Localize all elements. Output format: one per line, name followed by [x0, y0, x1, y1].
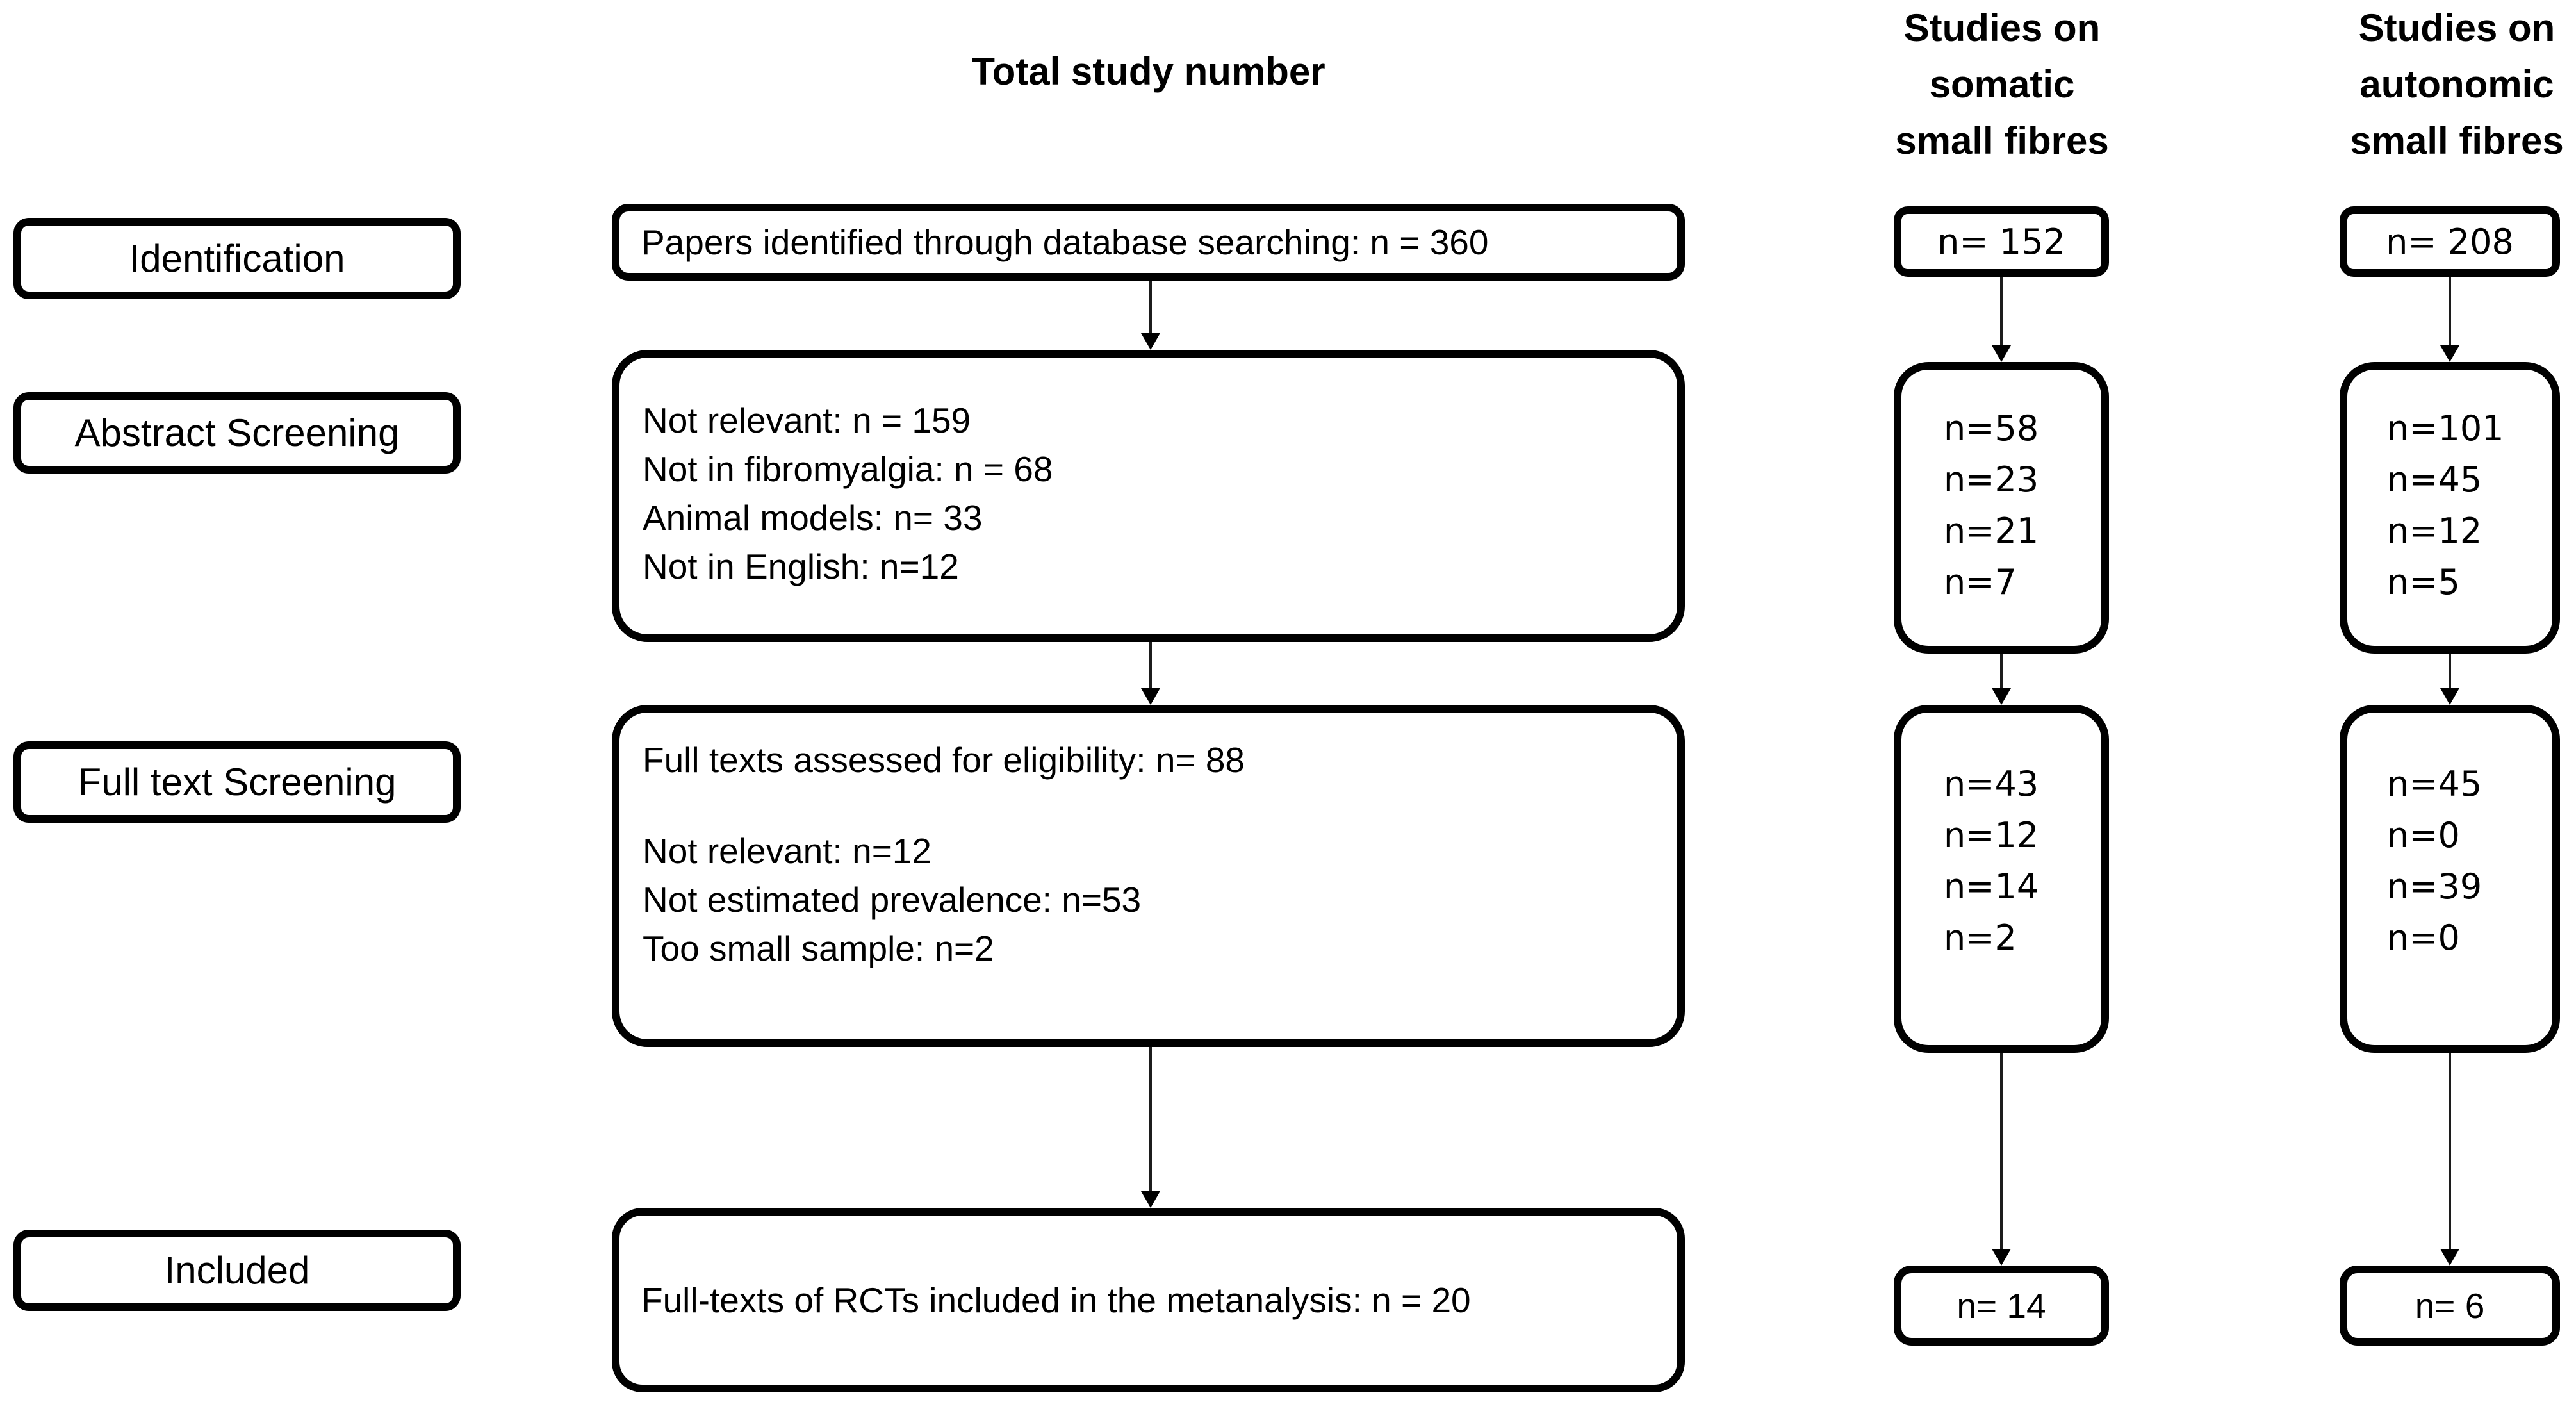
- count-line: n=45: [2387, 764, 2482, 804]
- flow-arrow-somatic-3: [1991, 1053, 2012, 1266]
- column-header-total: Total study number: [971, 50, 1325, 93]
- arrow-shaft: [1149, 1047, 1152, 1195]
- flow-arrow-somatic-2: [1991, 654, 2012, 705]
- flow-arrow-autonomic-3: [2440, 1053, 2460, 1266]
- header-line: autonomic: [2359, 63, 2554, 106]
- arrowhead-icon: [1992, 688, 2011, 705]
- arrowhead-icon: [1141, 333, 1160, 350]
- arrow-shaft: [2000, 1053, 2003, 1253]
- count-line: n=39: [2387, 866, 2482, 907]
- total-full-text-screening-box: Full texts assessed for eligibility: n= …: [612, 705, 1685, 1047]
- arrow-shaft: [2449, 1053, 2451, 1253]
- box-text: Full-texts of RCTs included in the metan…: [641, 1280, 1471, 1320]
- stage-label-identification: Identification: [13, 218, 461, 299]
- count-line: n=12: [2387, 511, 2482, 551]
- arrow-shaft: [2000, 654, 2003, 692]
- flow-arrow-total-2: [1140, 642, 1161, 705]
- header-line: small fibres: [2350, 119, 2564, 162]
- column-header-somatic: Studies on somatic small fibres: [1851, 0, 2153, 169]
- count-line: n=23: [1944, 459, 2039, 500]
- total-abstract-screening-box: Not relevant: n = 159 Not in fibromyalgi…: [612, 350, 1685, 642]
- total-identification-box: Papers identified through database searc…: [612, 204, 1685, 281]
- column-header-autonomic: Studies on autonomic small fibres: [2306, 0, 2576, 169]
- exclusion-line: Animal models: n= 33: [643, 498, 983, 538]
- assessed-line: Full texts assessed for eligibility: n= …: [643, 740, 1245, 780]
- somatic-identification-box: n= 152: [1894, 206, 2109, 277]
- exclusion-line: Not in English: n=12: [643, 547, 959, 586]
- autonomic-included-box: n= 6: [2340, 1266, 2560, 1346]
- somatic-included-box: n= 14: [1894, 1266, 2109, 1346]
- arrowhead-icon: [2440, 1249, 2459, 1266]
- arrowhead-icon: [2440, 345, 2459, 362]
- count-line: n=5: [2387, 562, 2460, 602]
- count-line: n=14: [1944, 866, 2039, 907]
- header-line: small fibres: [1895, 119, 2109, 162]
- arrow-shaft: [1149, 642, 1152, 692]
- stage-label-abstract-screening: Abstract Screening: [13, 392, 461, 474]
- arrow-shaft: [1149, 281, 1152, 337]
- exclusion-line: Not estimated prevalence: n=53: [643, 880, 1142, 920]
- exclusion-line: Too small sample: n=2: [643, 928, 994, 968]
- total-included-box: Full-texts of RCTs included in the metan…: [612, 1208, 1685, 1392]
- flow-arrow-autonomic-2: [2440, 654, 2460, 705]
- count-line: n=12: [1944, 815, 2039, 855]
- arrow-shaft: [2000, 277, 2003, 349]
- arrowhead-icon: [1141, 1191, 1160, 1208]
- somatic-abstract-screening-box: n=58 n=23 n=21 n=7: [1894, 362, 2109, 654]
- flow-arrow-somatic-1: [1991, 277, 2012, 362]
- flow-arrow-autonomic-1: [2440, 277, 2460, 362]
- count-line: n=0: [2387, 918, 2460, 958]
- autonomic-identification-box: n= 208: [2340, 206, 2560, 277]
- arrow-shaft: [2449, 277, 2451, 349]
- arrowhead-icon: [2440, 688, 2459, 705]
- count-line: n=21: [1944, 511, 2039, 551]
- count-line: n=43: [1944, 764, 2039, 804]
- count-line: n=58: [1944, 408, 2039, 449]
- header-line: Studies on: [1903, 6, 2101, 49]
- arrowhead-icon: [1992, 345, 2011, 362]
- somatic-full-text-screening-box: n=43 n=12 n=14 n=2: [1894, 705, 2109, 1053]
- exclusion-line: Not in fibromyalgia: n = 68: [643, 449, 1053, 489]
- arrowhead-icon: [1141, 688, 1160, 705]
- exclusion-line: Not relevant: n = 159: [643, 400, 971, 440]
- flow-arrow-total-1: [1140, 281, 1161, 350]
- header-line: Studies on: [2358, 6, 2555, 49]
- flow-arrow-total-3: [1140, 1047, 1161, 1208]
- count-line: n=7: [1944, 562, 2017, 602]
- arrow-shaft: [2449, 654, 2451, 692]
- stage-label-full-text-screening: Full text Screening: [13, 741, 461, 823]
- count-line: n=101: [2387, 408, 2504, 449]
- arrowhead-icon: [1992, 1249, 2011, 1266]
- stage-label-included: Included: [13, 1230, 461, 1311]
- count-line: n=0: [2387, 815, 2460, 855]
- autonomic-abstract-screening-box: n=101 n=45 n=12 n=5: [2340, 362, 2560, 654]
- line-spacer: [643, 784, 1658, 827]
- header-line: somatic: [1929, 63, 2075, 106]
- autonomic-full-text-screening-box: n=45 n=0 n=39 n=0: [2340, 705, 2560, 1053]
- count-line: n=45: [2387, 459, 2482, 500]
- exclusion-line: Not relevant: n=12: [643, 831, 931, 871]
- box-text: Papers identified through database searc…: [641, 222, 1489, 262]
- count-line: n=2: [1944, 918, 2017, 958]
